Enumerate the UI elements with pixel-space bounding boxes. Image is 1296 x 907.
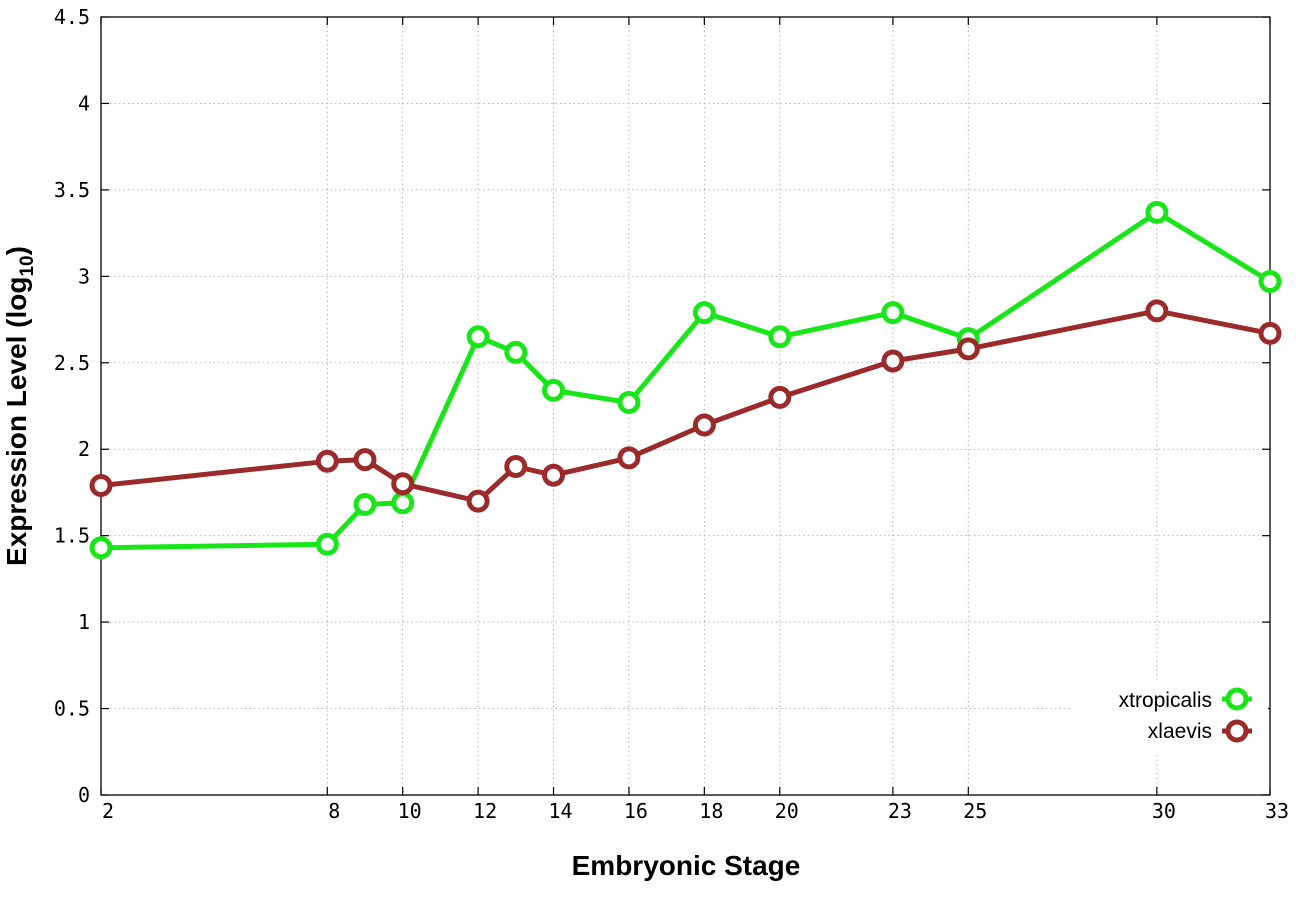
y-tick-label: 4.5	[54, 5, 90, 29]
legend-entry-xtropicalis: xtropicalis	[1119, 687, 1252, 712]
data-point-xtropicalis	[391, 491, 415, 515]
series-line-xlaevis	[98, 308, 1273, 504]
series-group	[89, 200, 1282, 560]
x-axis-tick-labels: 2 8 10 12 14 16 18 20 23 25 30 33	[102, 799, 1289, 823]
legend-label-xlaevis: xlaevis	[1148, 720, 1212, 743]
x-tick-label: 14	[548, 799, 572, 823]
y-tick-label: 3	[78, 264, 90, 288]
x-tick-label: 25	[963, 799, 987, 823]
y-axis-title-subscript: 10	[17, 255, 38, 276]
series-line-xtropicalis	[98, 209, 1273, 551]
x-tick-label: 12	[473, 799, 497, 823]
legend-marker-xlaevis	[1225, 719, 1249, 743]
data-point-xlaevis	[542, 463, 565, 487]
y-tick-label: 2.5	[54, 351, 90, 375]
data-point-xlaevis	[504, 455, 528, 478]
data-point-xlaevis	[466, 489, 490, 513]
data-point-xlaevis	[1258, 321, 1282, 345]
data-point-xtropicalis	[692, 301, 716, 325]
y-axis-title: Expression Level (log10)	[1, 246, 38, 566]
y-tick-label: 1	[78, 610, 90, 634]
data-point-xtropicalis	[466, 325, 490, 349]
x-tick-label: 8	[328, 799, 340, 823]
y-tick-label: 3.5	[54, 178, 90, 202]
x-tick-label: 2	[102, 799, 114, 823]
legend: xtropicalis xlaevis	[1072, 680, 1268, 752]
data-point-xtropicalis	[881, 301, 905, 325]
data-point-xlaevis	[391, 472, 415, 496]
data-point-xtropicalis	[89, 536, 113, 560]
data-point-xlaevis	[89, 474, 113, 497]
grid	[101, 17, 1270, 795]
legend-label-xtropicalis: xtropicalis	[1119, 689, 1212, 712]
x-tick-label: 23	[888, 799, 912, 823]
data-point-xlaevis	[1145, 299, 1169, 323]
series-xlaevis	[89, 299, 1282, 513]
y-tick-label: 1.5	[54, 524, 90, 548]
x-tick-label: 33	[1265, 799, 1289, 823]
data-point-xlaevis	[315, 449, 339, 473]
plot-frame	[100, 16, 1271, 796]
data-point-xtropicalis	[504, 340, 528, 364]
data-point-xlaevis	[692, 413, 716, 437]
y-tick-label: 4	[78, 91, 90, 115]
data-point-xlaevis	[617, 446, 641, 470]
y-tick-label: 0.5	[54, 697, 90, 721]
y-axis-title-close: )	[1, 246, 32, 255]
data-point-xtropicalis	[1145, 200, 1169, 224]
data-point-xtropicalis	[617, 391, 641, 414]
series-xtropicalis	[89, 200, 1282, 560]
y-axis-tick-labels: 0 0.5 1 1.5 2 2.5 3 3.5 4 4.5	[54, 5, 90, 807]
data-point-xtropicalis	[542, 378, 565, 402]
data-point-xtropicalis	[768, 325, 792, 349]
x-tick-label: 10	[398, 799, 422, 823]
legend-marker-xtropicalis	[1225, 687, 1249, 711]
data-point-xtropicalis	[1258, 270, 1282, 293]
data-point-xlaevis	[881, 349, 905, 373]
x-tick-label: 20	[775, 799, 799, 823]
x-tick-label: 18	[699, 799, 723, 823]
data-point-xlaevis	[956, 337, 980, 361]
data-point-xtropicalis	[353, 493, 377, 516]
data-point-xtropicalis	[315, 532, 339, 556]
x-tick-label: 30	[1152, 799, 1176, 823]
axis-ticks	[100, 16, 1271, 796]
y-tick-label: 0	[78, 783, 90, 807]
data-point-xlaevis	[768, 385, 792, 409]
x-axis-title: Embryonic Stage	[572, 850, 801, 881]
y-axis-title-main: Expression Level (log	[1, 277, 32, 566]
legend-entry-xlaevis: xlaevis	[1148, 719, 1252, 743]
y-tick-label: 2	[78, 437, 90, 461]
data-point-xlaevis	[353, 448, 377, 472]
x-tick-label: 16	[624, 799, 648, 823]
